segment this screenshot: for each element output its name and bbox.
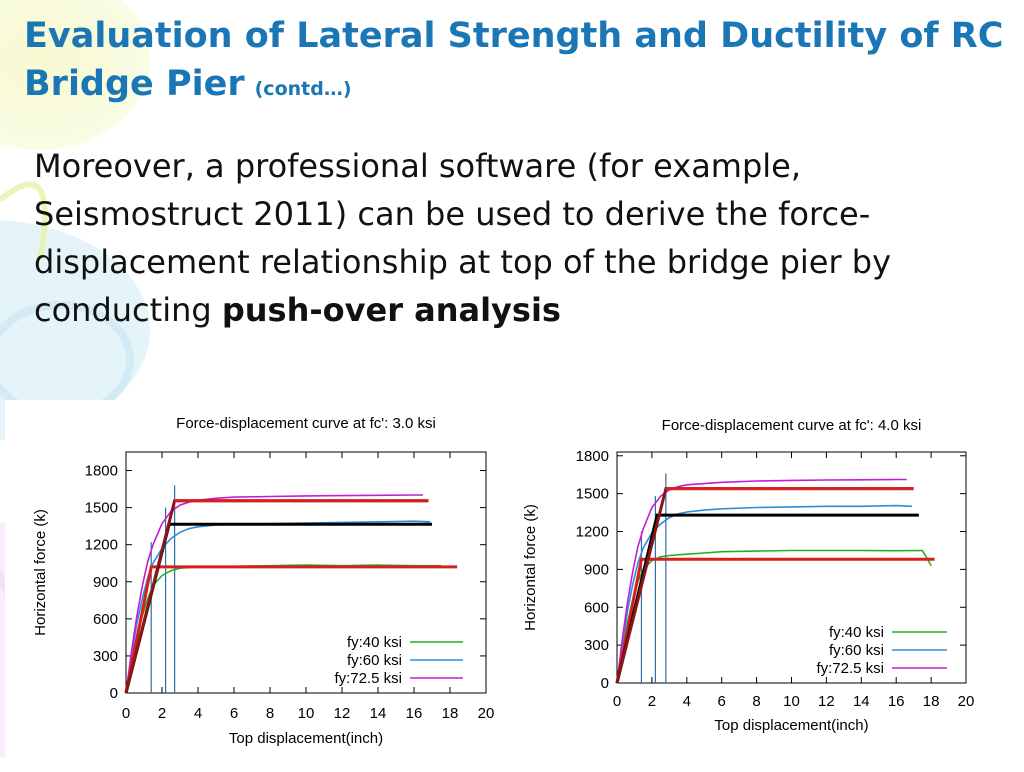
left-x-tick-label: 10 bbox=[298, 705, 315, 722]
right-x-tick-label: 18 bbox=[923, 693, 940, 710]
left-series-line bbox=[125, 520, 431, 694]
left-plot-frame bbox=[125, 451, 487, 694]
right-x-tick-label: 8 bbox=[752, 693, 760, 710]
chart-fc-3ksi-svg: Force-displacement curve at fc': 3.0 ksi… bbox=[32, 415, 495, 747]
right-x-tick-label: 16 bbox=[888, 693, 905, 710]
right-x-tick-label: 20 bbox=[958, 693, 975, 710]
right-y-tick-label: 1500 bbox=[576, 486, 609, 503]
left-x-axis-label: Top displacement(inch) bbox=[229, 730, 383, 747]
body-paragraph: Moreover, a professional software (for e… bbox=[34, 142, 1019, 334]
right-x-tick-label: 6 bbox=[718, 693, 726, 710]
slide-title: Evaluation of Lateral Strength and Ducti… bbox=[24, 12, 1014, 113]
right-plot-frame bbox=[616, 451, 967, 684]
left-x-tick-label: 18 bbox=[442, 705, 459, 722]
right-x-tick-label: 12 bbox=[818, 693, 835, 710]
right-y-axis-label: Horizontal force (k) bbox=[522, 504, 539, 631]
left-y-tick-label: 0 bbox=[110, 685, 118, 702]
left-y-tick-label: 1500 bbox=[85, 500, 118, 517]
right-x-tick-label: 10 bbox=[783, 693, 800, 710]
left-x-tick-label: 8 bbox=[266, 705, 274, 722]
chart-fc-3ksi: Force-displacement curve at fc': 3.0 ksi… bbox=[5, 400, 505, 768]
chart-fc-4ksi: Force-displacement curve at fc': 4.0 ksi… bbox=[500, 400, 1000, 768]
left-x-tick-label: 14 bbox=[370, 705, 387, 722]
right-x-tick-label: 0 bbox=[613, 693, 621, 710]
left-x-tick-label: 6 bbox=[230, 705, 238, 722]
left-x-tick-label: 4 bbox=[194, 705, 202, 722]
right-x-tick-label: 4 bbox=[683, 693, 691, 710]
left-x-tick-label: 20 bbox=[478, 705, 495, 722]
left-y-tick-label: 900 bbox=[93, 574, 118, 591]
right-legend-label: fy:40 ksi bbox=[829, 624, 884, 641]
right-y-tick-label: 1800 bbox=[576, 448, 609, 465]
right-y-tick-label: 900 bbox=[584, 561, 609, 578]
left-y-tick-label: 1800 bbox=[85, 463, 118, 480]
right-legend-label: fy:60 ksi bbox=[829, 642, 884, 659]
right-legend-label: fy:72.5 ksi bbox=[816, 660, 884, 677]
body-paragraph-emphasis: push-over analysis bbox=[221, 291, 561, 329]
left-x-tick-label: 16 bbox=[406, 705, 423, 722]
slide-title-contd: (contd…) bbox=[254, 78, 352, 100]
left-y-tick-label: 1200 bbox=[85, 537, 118, 554]
left-y-tick-label: 600 bbox=[93, 611, 118, 628]
left-chart-title: Force-displacement curve at fc': 3.0 ksi bbox=[176, 415, 436, 432]
right-y-tick-label: 600 bbox=[584, 599, 609, 616]
slide-title-main: Evaluation of Lateral Strength and Ducti… bbox=[24, 16, 1004, 104]
chart-fc-4ksi-svg: Force-displacement curve at fc': 4.0 ksi… bbox=[522, 417, 975, 734]
left-y-tick-label: 300 bbox=[93, 648, 118, 665]
left-x-tick-label: 0 bbox=[122, 705, 130, 722]
right-bilinear-line bbox=[615, 557, 935, 684]
right-series-line bbox=[616, 478, 907, 684]
left-legend-label: fy:60 ksi bbox=[347, 652, 402, 669]
right-y-tick-label: 1200 bbox=[576, 524, 609, 541]
right-chart-title: Force-displacement curve at fc': 4.0 ksi bbox=[662, 417, 922, 434]
right-y-tick-label: 0 bbox=[601, 675, 609, 692]
right-x-axis-label: Top displacement(inch) bbox=[714, 717, 868, 734]
left-bilinear-line bbox=[124, 565, 458, 694]
right-y-tick-label: 300 bbox=[584, 637, 609, 654]
left-legend-label: fy:40 ksi bbox=[347, 634, 402, 651]
left-x-tick-label: 2 bbox=[158, 705, 166, 722]
right-x-tick-label: 2 bbox=[648, 693, 656, 710]
right-x-tick-label: 14 bbox=[853, 693, 870, 710]
left-y-axis-label: Horizontal force (k) bbox=[32, 509, 49, 636]
left-legend-label: fy:72.5 ksi bbox=[334, 670, 402, 687]
left-x-tick-label: 12 bbox=[334, 705, 351, 722]
body-paragraph-text: Moreover, a professional software (for e… bbox=[34, 147, 892, 329]
